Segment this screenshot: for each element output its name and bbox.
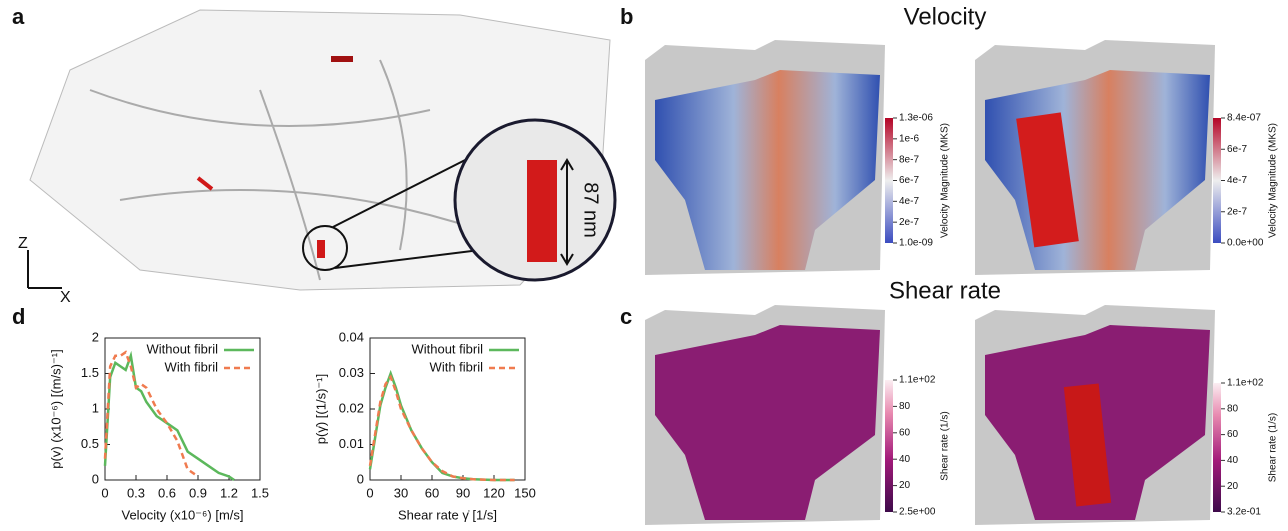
colorbar-tick-label: 0.0e+00 — [1227, 238, 1264, 249]
y-tick-label: 0.04 — [339, 329, 364, 344]
colorbar-tick-label: 2e-7 — [899, 217, 919, 228]
colorbar-tick-label: 80 — [899, 401, 911, 412]
mesh-render — [28, 10, 615, 330]
colorbar-tick-label: 2.5e+00 — [899, 507, 936, 518]
colorbar-label: Velocity Magnitude (MKS) — [940, 123, 951, 238]
colorbar-tick-label: 1.0e-09 — [899, 238, 933, 249]
colorbar-tick-label: 1.3e-06 — [899, 113, 933, 124]
y-axis-label: p(γ̇) [(1/s)⁻¹] — [313, 374, 328, 444]
y-tick-label: 0.5 — [81, 436, 99, 451]
colorbar-tick-label: 8.4e-07 — [1227, 113, 1261, 124]
colorbar-label: Shear rate (1/s) — [1268, 413, 1279, 482]
colorbar-tick-label: 20 — [1227, 481, 1239, 492]
colorbar-tick-label: 6e-7 — [899, 175, 919, 186]
x-axis-label: Velocity (x10⁻⁶) [m/s] — [121, 507, 243, 522]
x-tick-label: 0.6 — [158, 485, 176, 500]
scale-label: 87 nm — [580, 182, 602, 238]
colorbar-label: Shear rate (1/s) — [940, 411, 951, 480]
axis-label: X — [60, 289, 71, 306]
x-tick-label: 60 — [425, 485, 439, 500]
colorbar — [885, 380, 893, 512]
legend-label: Without fibril — [411, 341, 483, 356]
x-tick-label: 1.2 — [220, 485, 238, 500]
panel-label: b — [620, 4, 633, 29]
colorbar-tick-label: 6e-7 — [1227, 144, 1247, 155]
y-tick-label: 0 — [357, 471, 364, 486]
data-line — [370, 374, 515, 481]
x-tick-label: 90 — [456, 485, 470, 500]
colorbar-tick-label: 60 — [899, 427, 911, 438]
x-tick-label: 1.5 — [251, 485, 269, 500]
colorbar — [1213, 383, 1221, 512]
y-axis-label: p(v) (x10⁻⁶) [(m/s)⁻¹] — [48, 349, 63, 468]
colorbar-tick-label: 60 — [1227, 429, 1239, 440]
x-tick-label: 120 — [483, 485, 505, 500]
x-tick-label: 0.9 — [189, 485, 207, 500]
x-tick-label: 150 — [514, 485, 536, 500]
legend-label: With fibril — [165, 359, 219, 374]
figure: a b c d Velocity Shear rate 87 nm Z X 1.… — [0, 0, 1288, 531]
legend-label: Without fibril — [146, 341, 218, 356]
y-tick-label: 0 — [92, 471, 99, 486]
y-tick-label: 1.5 — [81, 365, 99, 380]
legend-label: With fibril — [430, 359, 484, 374]
colorbar-tick-label: 80 — [1227, 403, 1239, 414]
page: a b c d Velocity Shear rate 87 nm Z X 1.… — [0, 0, 1288, 531]
y-tick-label: 0.02 — [339, 400, 364, 415]
colorbar-label: Velocity Magnitude (MKS) — [1268, 123, 1279, 238]
x-tick-label: 0 — [366, 485, 373, 500]
colorbar-tick-label: 8e-7 — [899, 154, 919, 165]
axis-label: Z — [18, 235, 28, 252]
colorbar-tick-label: 3.2e-01 — [1227, 507, 1261, 518]
y-tick-label: 0.01 — [339, 436, 364, 451]
y-tick-label: 1 — [92, 400, 99, 415]
panel-label: c — [620, 304, 632, 329]
colorbar-tick-label: 1.1e+02 — [899, 375, 936, 386]
colorbar-tick-label: 2e-7 — [1227, 206, 1247, 217]
y-tick-label: 2 — [92, 329, 99, 344]
panel-title: Shear rate — [889, 277, 1001, 304]
colorbar-tick-label: 4e-7 — [1227, 175, 1247, 186]
y-tick-label: 0.03 — [339, 365, 364, 380]
colorbar-tick-label: 1e-6 — [899, 133, 919, 144]
colorbar-tick-label: 40 — [1227, 455, 1239, 466]
data-line — [370, 377, 515, 480]
panel-label: d — [12, 304, 25, 329]
colorbar — [885, 118, 893, 243]
colorbar-tick-label: 40 — [899, 454, 911, 465]
colorbar — [1213, 118, 1221, 243]
colorbar-tick-label: 1.1e+02 — [1227, 378, 1264, 389]
x-tick-label: 0 — [101, 485, 108, 500]
colorbar-tick-label: 4e-7 — [899, 196, 919, 207]
x-tick-label: 0.3 — [127, 485, 145, 500]
colorbar-tick-label: 20 — [899, 480, 911, 491]
panel-label: a — [12, 4, 25, 29]
x-axis-label: Shear rate γ̇ [1/s] — [398, 507, 497, 522]
x-tick-label: 30 — [394, 485, 408, 500]
panel-title: Velocity — [904, 3, 987, 30]
